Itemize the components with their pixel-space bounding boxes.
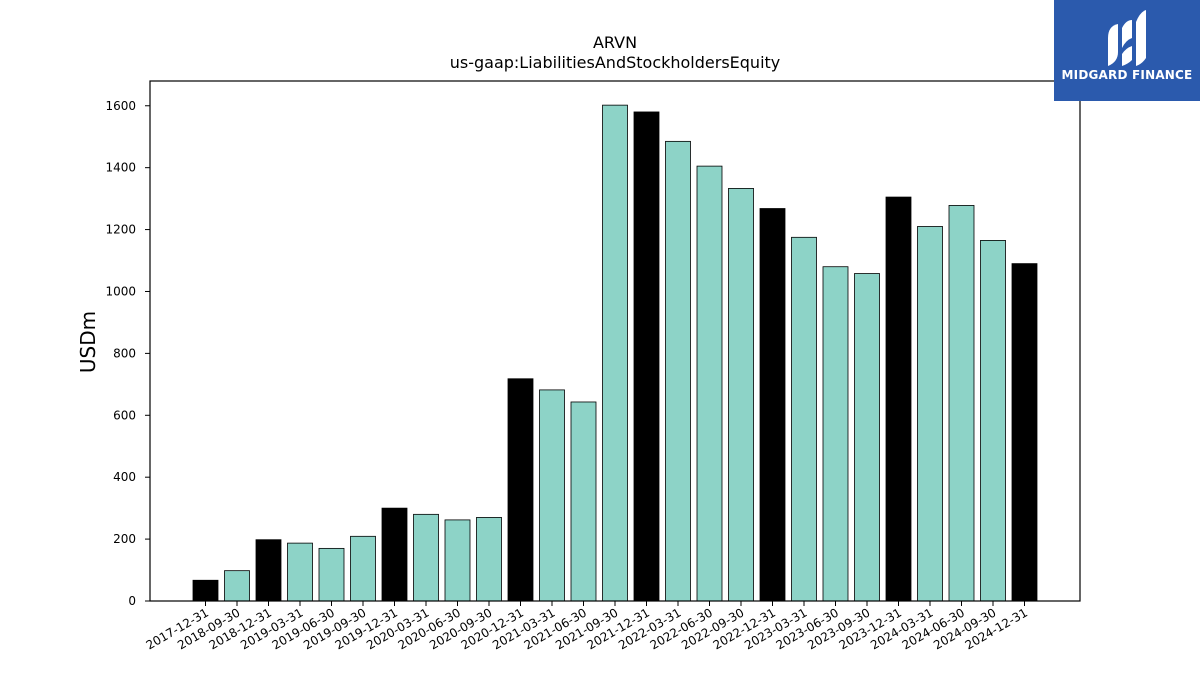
bar-2024-03-31: [917, 226, 943, 602]
chart-title: ARVN: [593, 33, 637, 52]
bar-2022-09-30: [728, 188, 754, 602]
bar-2020-06-30: [444, 519, 471, 602]
bar-2023-09-30: [854, 273, 880, 602]
logo-mark-icon: [1108, 10, 1146, 66]
bar-2021-06-30: [570, 401, 597, 602]
bar-2017-12-31: [192, 579, 219, 602]
y-tick-label: 0: [128, 594, 136, 608]
bar-2021-09-30: [602, 104, 628, 602]
y-tick-label: 200: [113, 532, 136, 546]
x-axis-ticks: 2017-12-312018-09-302018-12-312019-03-31…: [144, 601, 1030, 652]
bar-2018-12-31: [255, 539, 282, 602]
bar-2020-09-30: [476, 517, 502, 602]
bar-2021-12-31: [633, 111, 660, 602]
bars-group: [192, 104, 1038, 602]
y-tick-label: 1600: [105, 99, 136, 113]
bar-2020-12-31: [507, 378, 534, 602]
midgard-finance-logo: MIDGARD FINANCE: [1054, 0, 1200, 101]
y-tick-label: 1400: [105, 161, 136, 175]
bar-2024-12-31: [1011, 263, 1038, 602]
bar-2022-12-31: [759, 208, 786, 602]
bar-2019-09-30: [350, 535, 376, 602]
bar-2019-12-31: [381, 507, 408, 602]
y-axis-label: USDm: [76, 311, 100, 373]
bar-2018-09-30: [224, 570, 250, 602]
bar-2019-03-31: [287, 542, 313, 602]
bar-2024-09-30: [980, 240, 1006, 602]
bar-2023-12-31: [885, 196, 912, 602]
y-tick-label: 400: [113, 470, 136, 484]
bar-2021-03-31: [539, 389, 565, 602]
logo-text: MIDGARD FINANCE: [1061, 68, 1193, 82]
y-tick-label: 1000: [105, 284, 136, 298]
y-tick-label: 800: [113, 346, 136, 360]
bar-2024-06-30: [948, 205, 975, 602]
bar-2023-06-30: [822, 266, 849, 602]
bar-2022-03-31: [665, 140, 691, 602]
bar-2022-06-30: [696, 165, 723, 602]
bar-2023-03-31: [791, 236, 817, 602]
chart-subtitle: us-gaap:LiabilitiesAndStockholdersEquity: [450, 53, 781, 72]
y-axis-ticks: 0 200 400 600 800 1000 1200 1400 1600: [105, 99, 150, 608]
y-tick-label: 1200: [105, 223, 136, 237]
plot-frame: [149, 80, 1081, 602]
bar-2020-03-31: [413, 513, 439, 602]
y-tick-label: 600: [113, 408, 136, 422]
bar-2019-06-30: [318, 547, 345, 602]
